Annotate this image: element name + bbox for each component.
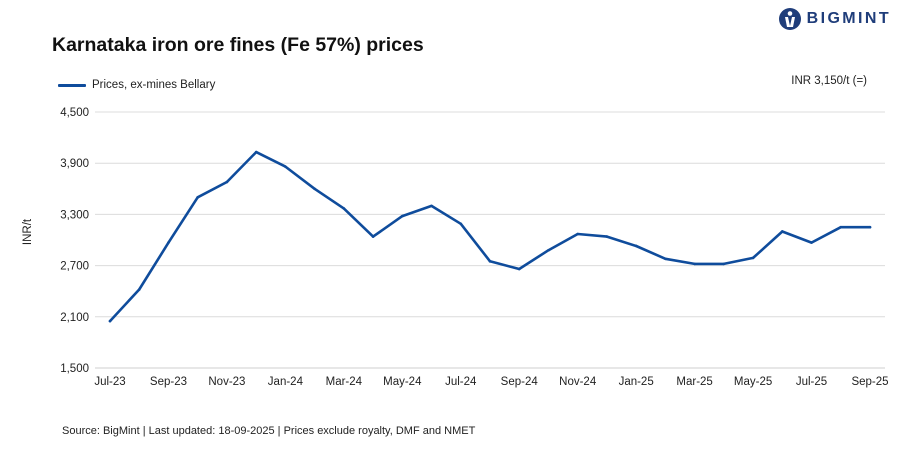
y-tick-label: 3,300 xyxy=(60,209,89,221)
data-point xyxy=(576,232,579,236)
legend-label: Prices, ex-mines Bellary xyxy=(92,79,216,91)
data-point xyxy=(722,262,726,266)
data-point xyxy=(693,262,696,266)
data-point xyxy=(225,180,229,184)
data-point xyxy=(664,257,667,261)
chart-title: Karnataka iron ore fines (Fe 57%) prices xyxy=(52,34,424,56)
data-point xyxy=(342,207,346,210)
x-tick-label: Jul-23 xyxy=(94,376,125,388)
series-layer xyxy=(108,150,872,323)
latest-price-annotation: INR 3,150/t (=) xyxy=(791,75,867,87)
data-point xyxy=(810,241,813,244)
y-tick-label: 2,100 xyxy=(60,312,89,324)
data-point xyxy=(313,187,316,191)
x-tick-label: May-24 xyxy=(383,376,422,388)
data-point xyxy=(167,241,170,244)
x-tick-label: Jan-25 xyxy=(619,376,654,388)
data-point xyxy=(371,235,375,238)
data-point xyxy=(839,225,843,229)
source-note: Source: BigMint | Last updated: 18-09-20… xyxy=(62,425,476,437)
data-point xyxy=(634,244,638,248)
data-point xyxy=(605,235,609,238)
x-tick-label: May-25 xyxy=(734,376,772,388)
chart-legend: Prices, ex-mines Bellary xyxy=(58,79,215,91)
bigmint-logo-icon xyxy=(778,8,801,30)
data-point xyxy=(488,260,492,263)
x-tick-label: Jul-24 xyxy=(445,376,477,388)
legend-swatch xyxy=(58,83,86,87)
data-point xyxy=(751,256,755,260)
x-tick-label: Sep-23 xyxy=(150,376,187,388)
data-point xyxy=(254,150,258,154)
y-tick-label: 1,500 xyxy=(60,363,89,375)
x-tick-labels: Jul-23 Sep-23 Nov-23 Jan-24 Mar-24 May-24 Jul-… xyxy=(94,376,888,388)
y-tick-labels: 1,500 2,100 2,700 3,300 3,900 4,500 xyxy=(60,107,89,375)
x-tick-label: Mar-24 xyxy=(326,376,363,388)
y-tick-label: 3,900 xyxy=(60,158,89,170)
bigmint-logo: BIGMINT xyxy=(778,8,891,30)
data-point xyxy=(547,248,550,252)
data-point xyxy=(401,214,404,218)
data-point xyxy=(284,165,287,168)
series-line xyxy=(108,150,872,323)
x-tick-label: Jul-25 xyxy=(796,376,827,388)
x-tick-label: Nov-23 xyxy=(208,376,245,388)
y-tick-label: 4,500 xyxy=(60,107,89,119)
y-tick-label: 2,700 xyxy=(60,261,89,273)
data-point xyxy=(781,230,784,233)
gridlines xyxy=(95,111,885,369)
data-point xyxy=(868,225,872,229)
x-tick-label: Mar-25 xyxy=(676,376,712,388)
data-point xyxy=(196,196,199,199)
data-point xyxy=(430,204,433,208)
data-point xyxy=(459,222,463,226)
x-tick-label: Sep-25 xyxy=(851,376,888,388)
x-tick-label: Jan-24 xyxy=(268,376,304,388)
data-point xyxy=(137,288,141,291)
data-point xyxy=(517,267,521,271)
bigmint-logo-text: BIGMINT xyxy=(806,10,891,27)
x-tick-label: Nov-24 xyxy=(559,376,597,388)
x-tick-label: Sep-24 xyxy=(501,376,539,388)
data-point xyxy=(108,319,112,323)
